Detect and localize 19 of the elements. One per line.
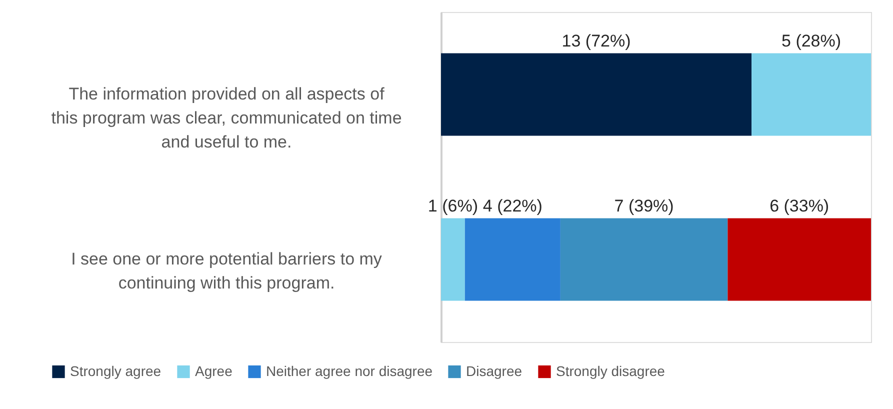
- bar: [728, 218, 871, 301]
- legend-label: Neither agree nor disagree: [266, 362, 433, 379]
- data-label: 7 (39%): [614, 196, 674, 216]
- data-label: 13 (72%): [562, 31, 631, 50]
- data-label: 4 (22%): [482, 196, 542, 216]
- bar: [464, 218, 560, 301]
- legend-label: Strongly disagree: [556, 362, 666, 379]
- data-label: 5 (28%): [782, 31, 842, 50]
- legend-label: Agree: [195, 362, 233, 379]
- data-label: 6 (33%): [770, 196, 830, 216]
- legend-label: Disagree: [466, 362, 522, 379]
- data-label: 1 (6%): [428, 196, 478, 216]
- bar: [441, 218, 465, 301]
- legend-label: Strongly agree: [70, 362, 162, 379]
- y-tick-label: The information provided on all aspects of this program was clear, communicated on time and useful to me.: [51, 84, 402, 152]
- bar: [560, 218, 728, 301]
- y-tick-label: I see one or more potential barriers to my continuing with this program.: [71, 250, 382, 292]
- bar: [441, 53, 752, 136]
- bar: [752, 53, 871, 136]
